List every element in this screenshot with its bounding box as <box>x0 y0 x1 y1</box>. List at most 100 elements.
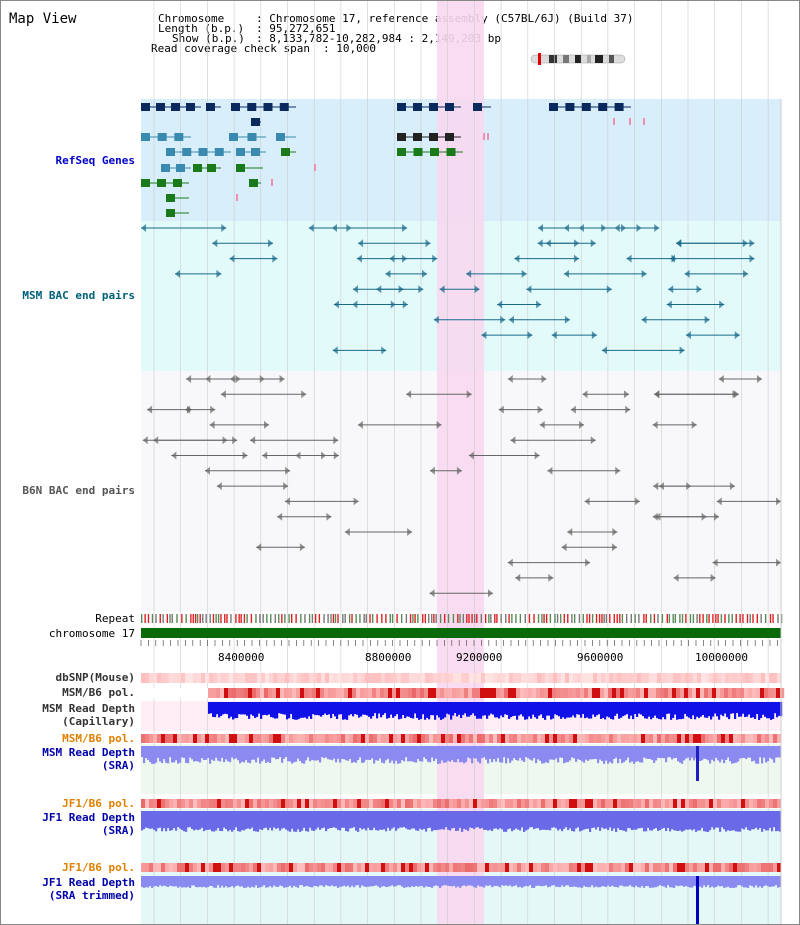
polymorphism-cell <box>681 863 686 872</box>
jf1-b6-pol-2-track-label[interactable]: JF1/B6 pol. <box>62 861 135 874</box>
bac-end-marker <box>353 497 359 506</box>
msm-b6-pol-2-track-label[interactable]: MSM/B6 pol. <box>62 732 135 745</box>
bac-end-marker <box>466 390 472 399</box>
bac-end-marker <box>142 436 148 445</box>
repeat-element <box>217 614 220 623</box>
read-depth-bar <box>481 811 484 828</box>
b6n-bac-track-label[interactable]: B6N BAC end pairs <box>22 484 135 497</box>
read-depth-bar <box>615 876 618 888</box>
jf1-read-depth-sra-label[interactable]: JF1 Read Depth (SRA) <box>42 811 135 837</box>
polymorphism-cell <box>701 799 706 808</box>
msm-bac-track-label[interactable]: MSM BAC end pairs <box>22 289 135 302</box>
polymorphism-cell <box>609 734 614 743</box>
read-depth-bar <box>403 811 406 828</box>
read-depth-bar <box>391 746 394 761</box>
repeat-element <box>625 614 628 623</box>
read-depth-bar <box>379 746 382 759</box>
polymorphism-cell <box>265 799 270 808</box>
dbsnp-track-label[interactable]: dbSNP(Mouse) <box>55 671 135 684</box>
polymorphism-cell <box>365 799 370 808</box>
read-depth-bar <box>692 702 695 716</box>
read-depth-bar <box>582 702 585 715</box>
read-depth-bar <box>564 702 567 719</box>
read-depth-bar <box>439 811 442 830</box>
read-depth-bar <box>713 876 716 888</box>
read-depth-bar <box>212 702 215 717</box>
repeat-element <box>480 614 483 623</box>
gene-exon <box>193 164 202 172</box>
polymorphism-cell <box>453 799 458 808</box>
read-depth-bar <box>503 811 506 832</box>
repeat-element <box>199 614 201 623</box>
read-depth-bar <box>349 876 352 888</box>
jf1-b6-pol-track-label[interactable]: JF1/B6 pol. <box>62 797 135 810</box>
read-depth-bar <box>299 876 302 886</box>
polymorphism-cell <box>321 734 326 743</box>
read-depth-bar <box>372 702 375 717</box>
read-depth-bar <box>239 811 242 832</box>
read-depth-bar <box>658 702 661 720</box>
read-depth-bar <box>529 746 532 760</box>
read-depth-bar <box>423 746 426 758</box>
msm-b6-pol-track-label[interactable]: MSM/B6 pol. <box>62 686 135 699</box>
read-depth-bar <box>511 876 514 887</box>
polymorphism-cell <box>685 673 690 683</box>
read-depth-bar <box>618 702 621 719</box>
polymorphism-cell <box>780 688 785 698</box>
polymorphism-cell <box>505 799 510 808</box>
polymorphism-cell <box>345 863 350 872</box>
read-depth-bar <box>220 702 223 716</box>
read-depth-bar <box>267 876 270 888</box>
refseq-track-label[interactable]: RefSeq Genes <box>55 154 135 167</box>
read-depth-bar <box>675 811 678 831</box>
read-depth-bar <box>725 811 728 832</box>
msm-read-depth-capillary-label[interactable]: MSM Read Depth (Capillary) <box>42 702 135 728</box>
read-depth-bar <box>413 746 416 763</box>
polymorphism-cell <box>717 799 722 808</box>
read-depth-bar <box>494 702 497 718</box>
read-depth-bar <box>599 811 602 831</box>
polymorphism-cell <box>293 863 298 872</box>
repeat-element <box>643 614 645 623</box>
read-depth-bar <box>417 811 420 831</box>
polymorphism-cell <box>301 863 306 872</box>
page-title: Map View <box>9 11 77 27</box>
repeat-element <box>471 614 473 623</box>
bac-end-marker <box>537 239 543 248</box>
read-depth-bar <box>205 746 208 760</box>
read-depth-bar <box>473 811 476 830</box>
polymorphism-cell <box>676 688 681 698</box>
repeat-element <box>500 614 502 623</box>
read-depth-bar <box>515 811 518 829</box>
read-depth-bar <box>519 876 522 887</box>
polymorphism-cell <box>625 863 630 872</box>
read-depth-bar <box>713 811 716 830</box>
read-depth-bar <box>305 876 308 887</box>
read-depth-bar <box>397 746 400 764</box>
read-depth-bar <box>353 811 356 828</box>
read-depth-bar <box>290 702 293 714</box>
read-depth-bar <box>443 746 446 763</box>
read-depth-bar <box>455 811 458 832</box>
read-depth-bar <box>629 811 632 829</box>
msm-read-depth-sra-label[interactable]: MSM Read Depth (SRA) <box>42 746 135 772</box>
read-depth-bar <box>357 746 360 761</box>
read-depth-bar <box>269 746 272 763</box>
polymorphism-cell <box>265 734 270 743</box>
read-depth-bar <box>734 702 737 720</box>
read-depth-bar <box>709 746 712 764</box>
polymorphism-cell <box>333 734 338 743</box>
polymorphism-cell <box>549 673 554 683</box>
polymorphism-cell <box>529 734 534 743</box>
polymorphism-cell <box>165 799 170 808</box>
polymorphism-cell <box>557 799 562 808</box>
polymorphism-cell <box>161 673 166 683</box>
read-depth-bar <box>505 746 508 764</box>
polymorphism-cell <box>477 734 482 743</box>
read-depth-bar <box>532 702 535 715</box>
jf1-read-depth-trimmed-label[interactable]: JF1 Read Depth (SRA trimmed) <box>42 876 135 902</box>
read-depth-bar <box>483 811 486 830</box>
read-depth-bar <box>335 746 338 763</box>
read-depth-bar <box>583 876 586 886</box>
